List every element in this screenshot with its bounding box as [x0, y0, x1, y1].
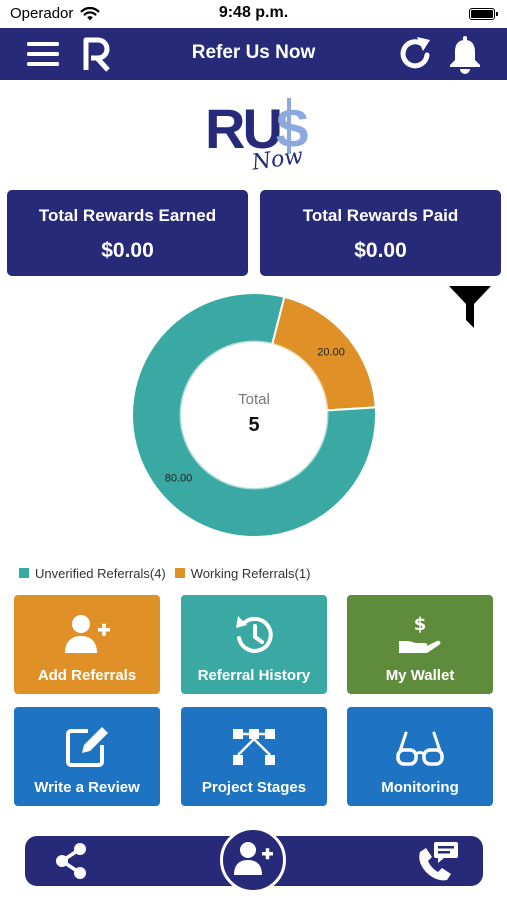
carrier-label: Operador	[10, 5, 74, 22]
add-referral-fab[interactable]	[220, 827, 286, 893]
refresh-icon[interactable]	[396, 34, 436, 74]
chart-center-label: Total	[238, 391, 270, 408]
share-icon[interactable]	[51, 841, 91, 881]
legend-item-unverified: Unverified Referrals(4)	[19, 566, 166, 581]
rewards-earned-card: Total Rewards Earned $0.00	[7, 190, 248, 276]
add-user-icon	[65, 615, 110, 653]
legend-label-working: Working Referrals(1)	[190, 565, 311, 581]
app-logo-icon[interactable]	[80, 36, 114, 72]
legend-label-unverified: Unverified Referrals(4)	[35, 565, 166, 581]
top-nav-bar: Refer Us Now	[0, 28, 507, 80]
legend-swatch-working	[174, 568, 185, 578]
stages-icon	[233, 729, 275, 765]
wallet-icon: $	[399, 614, 441, 653]
referral-history-label: Referral History	[197, 667, 311, 684]
phone-support-icon[interactable]	[416, 840, 460, 882]
rewards-earned-label: Total Rewards Earned	[38, 206, 217, 225]
glasses-icon	[396, 731, 444, 766]
my-wallet-label: My Wallet	[385, 667, 455, 684]
referrals-donut-chart: Total 5 20.00 80.00	[131, 292, 377, 538]
chart-legend: Unverified Referrals(4) Working Referral…	[19, 565, 319, 581]
edit-icon	[66, 727, 108, 767]
rewards-earned-value: $0.00	[101, 239, 154, 262]
filter-icon[interactable]	[447, 284, 493, 330]
write-review-label: Write a Review	[34, 779, 140, 796]
add-referrals-tile[interactable]: Add Referrals	[14, 595, 160, 694]
rewards-paid-label: Total Rewards Paid	[302, 206, 459, 225]
referral-history-tile[interactable]: Referral History	[181, 595, 327, 694]
svg-text:RU: RU	[205, 97, 280, 160]
wifi-icon	[80, 6, 100, 21]
bell-icon[interactable]	[446, 34, 484, 74]
brand-logo: RU S Now	[205, 97, 310, 176]
chart-slice-label-unverified: 80.00	[165, 472, 193, 484]
svg-text:S: S	[275, 100, 310, 158]
chart-center-hole	[182, 343, 326, 487]
legend-item-working: Working Referrals(1)	[174, 565, 311, 581]
history-icon	[236, 616, 273, 653]
rewards-paid-card: Total Rewards Paid $0.00	[260, 190, 501, 276]
legend-swatch-unverified	[19, 568, 29, 578]
write-review-tile[interactable]: Write a Review	[14, 707, 160, 806]
svg-text:$: $	[414, 614, 427, 635]
rewards-paid-value: $0.00	[354, 239, 407, 262]
project-stages-label: Project Stages	[201, 779, 307, 796]
my-wallet-tile[interactable]: $ My Wallet	[347, 595, 493, 694]
chart-inner-ring	[179, 340, 329, 490]
battery-icon	[469, 8, 498, 20]
add-referrals-label: Add Referrals	[37, 667, 137, 684]
project-stages-tile[interactable]: Project Stages	[181, 707, 327, 806]
monitoring-tile[interactable]: Monitoring	[347, 707, 493, 806]
chart-center-value: 5	[248, 414, 259, 436]
monitoring-label: Monitoring	[381, 779, 459, 796]
chart-slice-label-working: 20.00	[317, 346, 345, 358]
status-time: 9:48 p.m.	[218, 4, 289, 21]
add-user-icon	[234, 842, 273, 875]
hamburger-menu-icon[interactable]	[25, 36, 61, 72]
status-bar: Operador 9:48 p.m.	[0, 0, 507, 28]
